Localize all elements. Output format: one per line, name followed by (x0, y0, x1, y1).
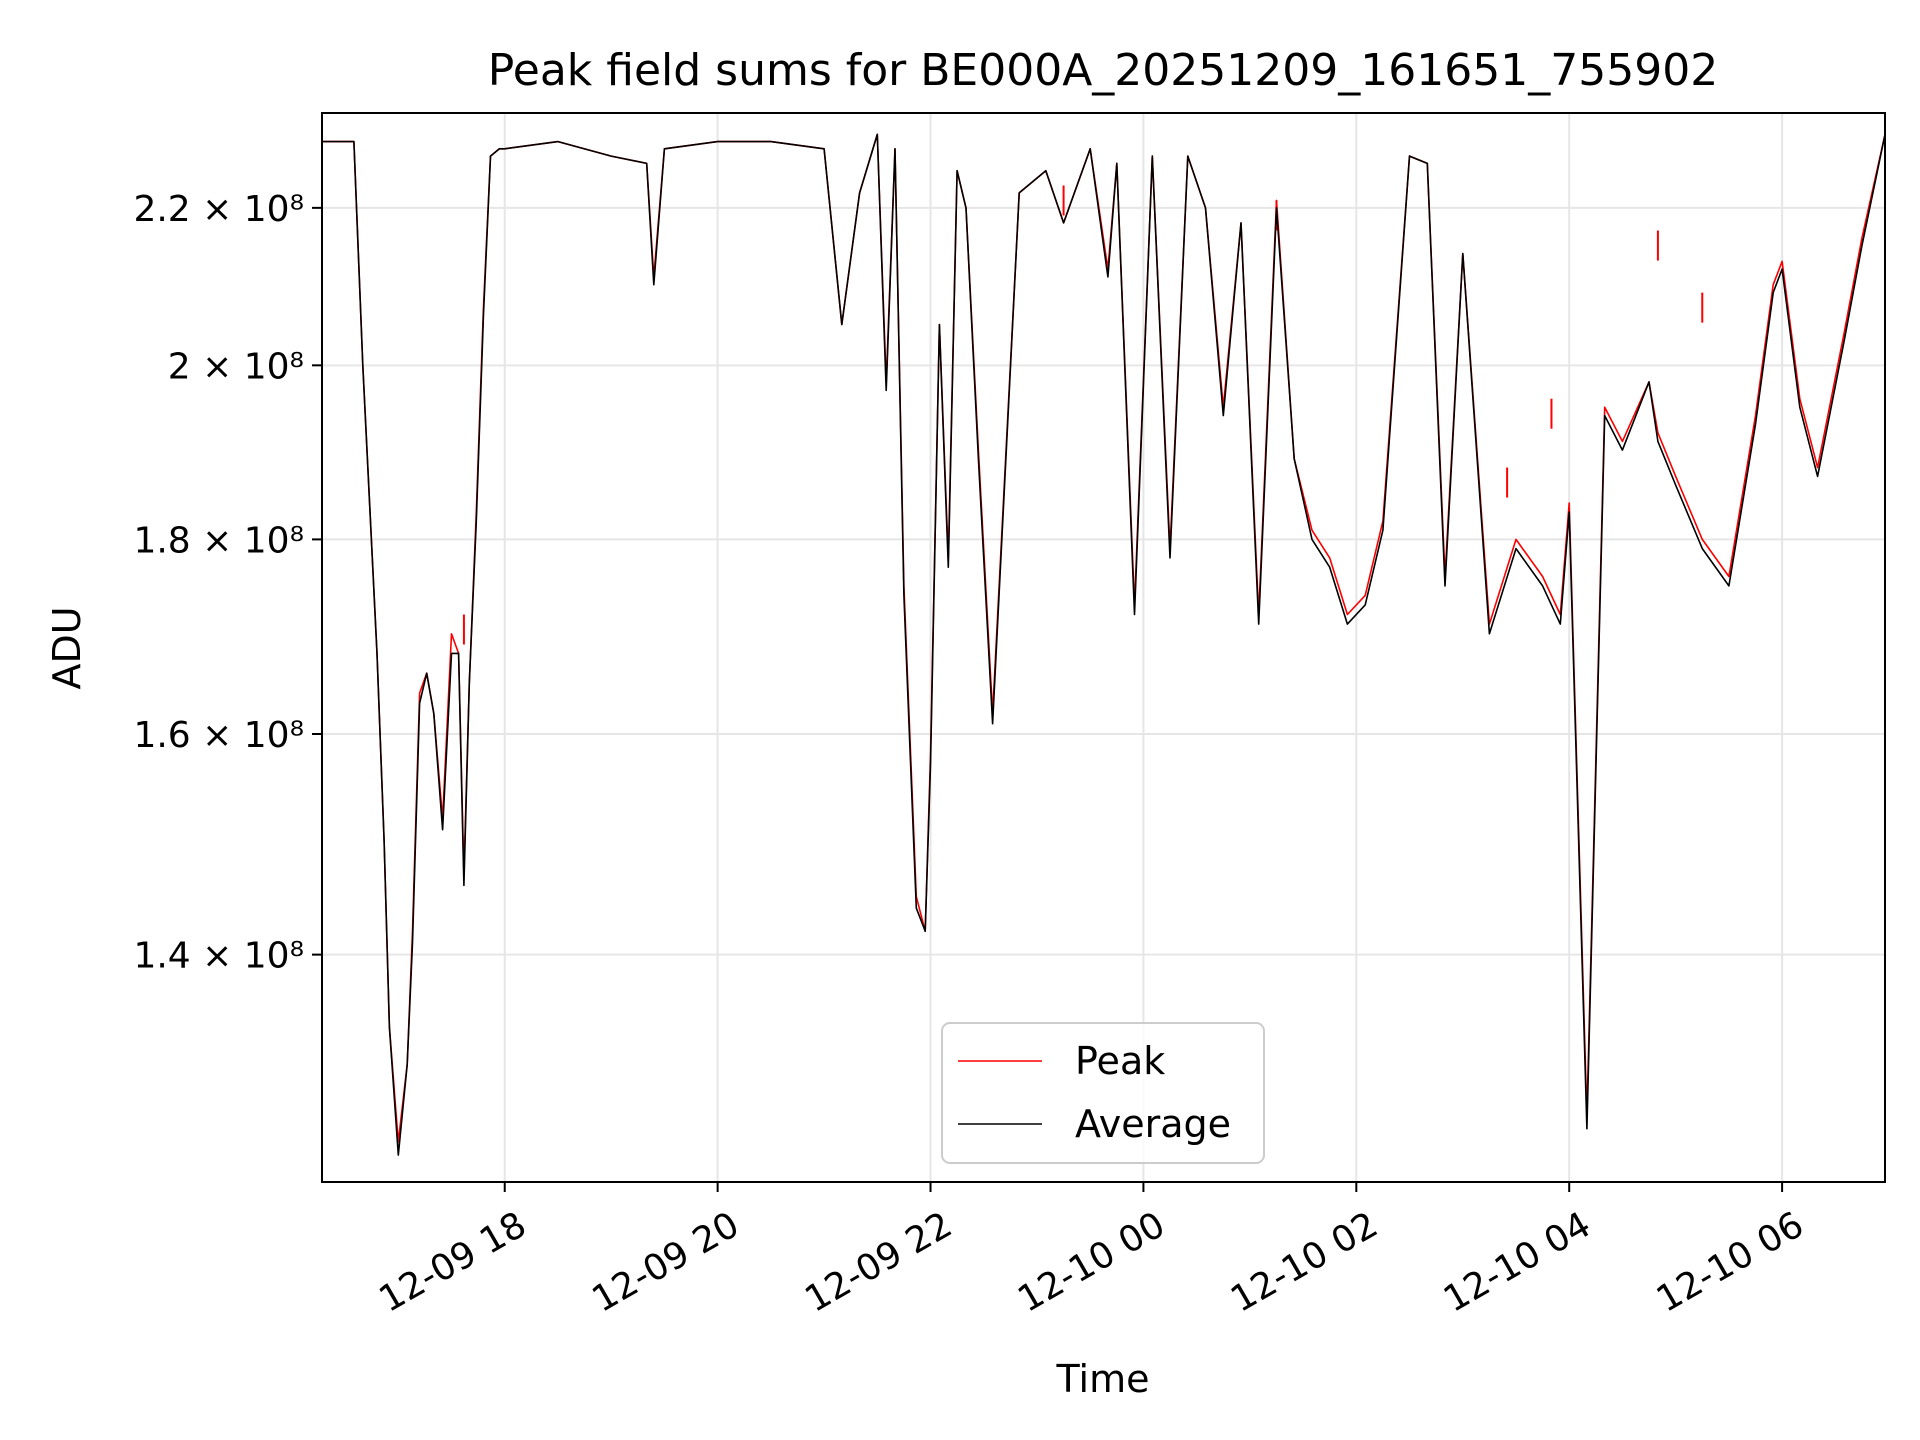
grid (322, 113, 1885, 1182)
series-line-average (322, 133, 1885, 1156)
y-axis-label: ADU (45, 606, 89, 689)
y-tick-label: 2.2 × 10⁸ (133, 189, 304, 230)
legend-label-average: Average (1075, 1102, 1231, 1146)
x-axis-label: Time (1056, 1357, 1150, 1401)
legend-box (941, 1022, 1265, 1164)
legend-label-peak: Peak (1075, 1039, 1165, 1083)
y-tick-label: 1.6 × 10⁸ (133, 715, 304, 756)
y-tick-label: 1.8 × 10⁸ (133, 520, 304, 561)
plot-area-frame (321, 112, 1886, 1183)
series-layer (322, 133, 1885, 1156)
y-axis-ticks: 1.4 × 10⁸ 1.6 × 10⁸ 1.8 × 10⁸ 2 × 10⁸ 2.2 × … (133, 189, 322, 977)
y-tick-label: 1.4 × 10⁸ (133, 936, 304, 977)
legend: Peak Average (941, 1022, 1265, 1164)
y-tick-label: 2 × 10⁸ (168, 346, 304, 387)
chart-title: Peak field sums for BE000A_20251209_1616… (488, 45, 1718, 96)
